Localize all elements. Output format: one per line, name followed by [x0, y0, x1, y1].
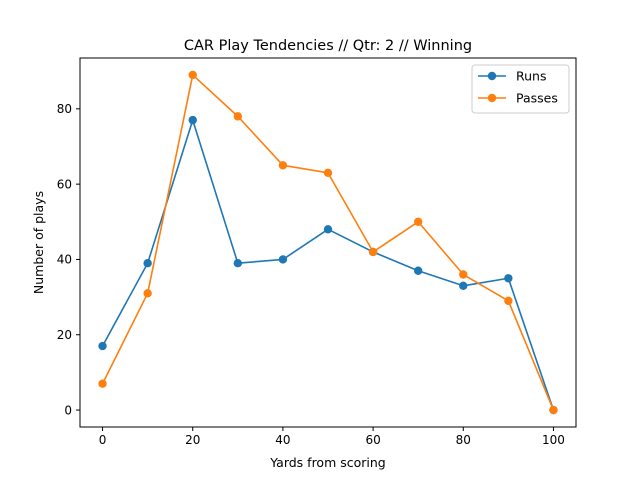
x-tick-label: 20: [185, 433, 200, 447]
passes-point: [504, 296, 513, 306]
passes-point: [459, 270, 468, 279]
x-tick-label: 60: [365, 433, 380, 447]
legend-box: [471, 64, 570, 114]
x-axis-label: Yards from scoring: [269, 455, 385, 470]
legend-passes-marker: [487, 93, 497, 103]
x-tick-label: 100: [542, 433, 565, 447]
legend: Runs Passes: [471, 64, 570, 114]
runs-point: [188, 115, 197, 125]
passes-point: [413, 217, 423, 226]
runs-point: [143, 259, 152, 268]
runs-point: [278, 255, 288, 264]
runs-point: [233, 259, 243, 268]
passes-point: [278, 161, 288, 170]
x-tick-label: 40: [275, 433, 290, 447]
legend-runs-label: Runs: [516, 69, 546, 84]
y-axis-label: Number of plays: [31, 191, 46, 294]
axis-ticks: 0 20 40 60 80 100 0 20 40 60 80: [57, 102, 565, 447]
x-tick-label: 0: [99, 433, 107, 447]
plot-area: [98, 70, 558, 415]
runs-point: [413, 266, 423, 275]
y-tick-label: 80: [57, 102, 72, 116]
legend-passes-label: Passes: [516, 91, 558, 106]
passes-point: [143, 289, 152, 298]
passes-point: [188, 70, 197, 80]
y-tick-label: 20: [57, 328, 72, 342]
runs-point: [504, 274, 513, 283]
y-tick-label: 60: [57, 177, 72, 191]
passes-point: [98, 379, 107, 388]
runs-point: [323, 225, 333, 234]
passes-point: [323, 168, 333, 178]
chart-title: CAR Play Tendencies // Qtr: 2 // Winning: [184, 38, 472, 54]
x-tick-label: 80: [456, 433, 471, 447]
passes-point: [549, 405, 558, 415]
runs-point: [459, 281, 468, 290]
plot-frame: [79, 57, 577, 428]
y-tick-label: 0: [64, 403, 72, 417]
passes-point: [233, 112, 243, 121]
legend-runs-marker: [487, 71, 497, 81]
passes-point: [368, 247, 378, 257]
y-tick-label: 40: [57, 253, 72, 267]
runs-point: [98, 341, 107, 351]
